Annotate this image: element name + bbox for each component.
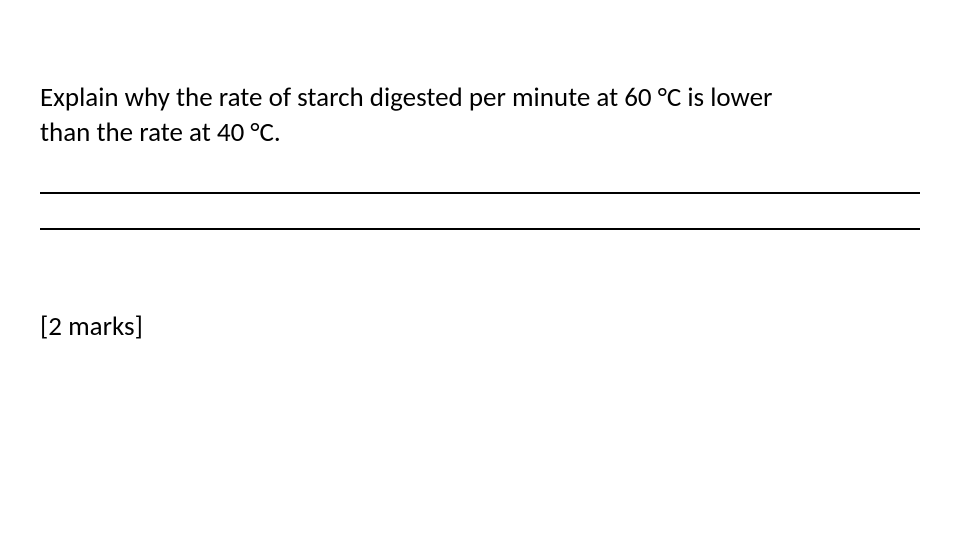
question-prompt-line-2: than the rate at 40 °C. [40,116,281,149]
exam-question-page: Explain why the rate of starch digested … [0,0,960,540]
answer-line[interactable] [40,194,920,230]
marks-label: [2 marks] [40,310,920,343]
answer-line[interactable] [40,158,920,194]
question-prompt-line-1: Explain why the rate of starch digested … [40,81,772,114]
question-prompt: Explain why the rate of starch digested … [40,80,920,150]
answer-area [40,158,920,230]
